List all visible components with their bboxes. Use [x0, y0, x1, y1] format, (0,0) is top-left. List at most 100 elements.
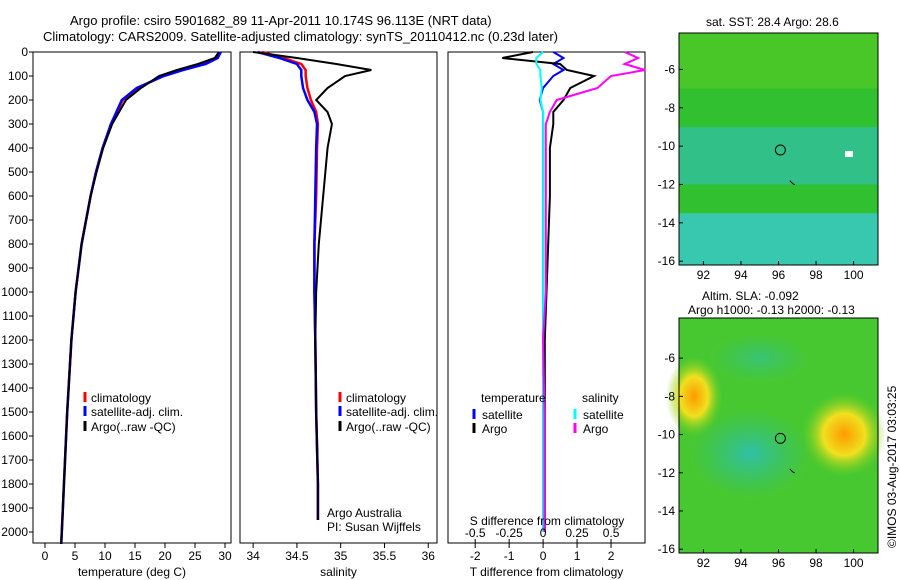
series-line-salinity-satellite [535, 51, 545, 532]
series-line-salinity-argo [542, 51, 646, 532]
panel-frame [32, 51, 232, 544]
map-cool-band [679, 126, 878, 185]
legend-label: Argo [482, 422, 508, 436]
map-cool-band [679, 213, 878, 265]
y-tick-label: -14 [658, 504, 676, 518]
profile-panel-2: 34 34.5 35 35.5 36 salinity climatologysatelli… [239, 50, 438, 579]
map-missing-data [845, 151, 853, 157]
x-tick-label: 5 [72, 549, 79, 563]
series-line-argo-raw-qc- [60, 51, 220, 545]
y-tick-label: 1000 [1, 285, 28, 299]
y-tick-label: 1800 [1, 477, 28, 491]
footer-timestamp: ©IMOS 03-Aug-2017 03:03:25 [885, 385, 899, 548]
map-warm-band [679, 33, 878, 89]
x-tick-label: 96 [772, 268, 786, 282]
x-tick-label: -2 [470, 549, 481, 563]
profile-panel-3: -2 -1 0 1 2 T difference from climatology -0.5… [447, 51, 646, 579]
x-tick-label: 35.5 [373, 549, 397, 563]
x-tick-label: 92 [697, 268, 711, 282]
x-axis-label: T difference from climatology [470, 565, 624, 579]
y-tick-label: -8 [664, 101, 675, 115]
map-1: 92 94 96 98 100 -6 -8 -10 -12 -14 -16 [658, 32, 879, 282]
y-tick-label: 1600 [1, 429, 28, 443]
y-tick-label: 1700 [1, 453, 28, 467]
map2-title-1: Altim. SLA: -0.092 [702, 289, 799, 303]
map-low-sla [709, 333, 810, 384]
y-tick-label: -6 [664, 351, 675, 365]
x2-axis-label: S difference from climatology [470, 514, 625, 528]
map-low-sla [690, 408, 811, 499]
x-tick-label: -1 [504, 549, 515, 563]
map1-title: sat. SST: 28.4 Argo: 28.6 [706, 15, 839, 29]
y-tick-label: -16 [658, 542, 676, 556]
y-tick-label: -14 [658, 216, 676, 230]
x-tick-label: 25 [188, 549, 202, 563]
y-tick-label: -10 [658, 428, 676, 442]
argo-position-marker [774, 144, 786, 156]
title-line-2: Climatology: CARS2009. Satellite-adjuste… [43, 29, 558, 44]
x-tick-label: 92 [697, 556, 711, 570]
x-tick-label: 2 [608, 549, 615, 563]
y-tick-label: 1300 [1, 357, 28, 371]
series-line-climatology [261, 50, 320, 520]
legend-label: satellite-adj. clim. [91, 405, 183, 419]
y-tick-label: 500 [8, 165, 28, 179]
y-tick-label: 300 [8, 117, 28, 131]
y-tick-label: -16 [658, 254, 676, 268]
x-tick-label: 34 [246, 549, 260, 563]
y-tick-label: 0 [21, 45, 28, 59]
series-line-satellite-adj-clim- [257, 50, 320, 520]
y-tick-label: 900 [8, 261, 28, 275]
x-tick-label: 35 [334, 549, 348, 563]
x-tick-label: 100 [844, 556, 864, 570]
x-tick-label: 1 [574, 549, 581, 563]
y-tick-label: 1900 [1, 501, 28, 515]
x2-tick-label: -0.25 [495, 526, 523, 540]
x-tick-label: 15 [128, 549, 142, 563]
y-tick-label: -12 [658, 177, 676, 191]
x-tick-label: 10 [98, 549, 112, 563]
x-tick-label: 96 [772, 556, 786, 570]
x-tick-label: 98 [809, 556, 823, 570]
title-line-1: Argo profile: csiro 5901682_89 11-Apr-20… [70, 13, 492, 28]
legend-title-salinity: salinity [582, 391, 619, 405]
x-tick-label: 100 [844, 268, 864, 282]
profile-panel-1: 0 5 10 15 20 25 30 temperature (deg C) 0 100 200 30… [1, 45, 232, 579]
x-tick-label: 30 [218, 549, 232, 563]
legend-title-temperature: temperature [481, 391, 546, 405]
legend-label: climatology [346, 391, 406, 405]
series-line-satellite-adj-clim- [59, 51, 222, 545]
legend-label: satellite [482, 408, 523, 422]
legend-label: Argo(..raw -QC) [346, 420, 431, 434]
x-axis-label: salinity [320, 565, 357, 579]
x2-tick-label: 0.5 [603, 526, 620, 540]
panel-frame [239, 51, 438, 544]
y-tick-label: 2000 [1, 525, 28, 539]
y-tick-label: 1400 [1, 381, 28, 395]
y-tick-label: 1500 [1, 405, 28, 419]
y-tick-label: 1100 [2, 309, 28, 323]
legend-label: satellite-adj. clim. [346, 405, 438, 419]
y-tick-label: 400 [8, 141, 28, 155]
y-tick-label: 800 [8, 237, 28, 251]
x2-tick-label: 0.25 [565, 526, 589, 540]
x-tick-label: 94 [734, 268, 748, 282]
x-tick-label: 94 [734, 556, 748, 570]
series-line-temperature-argo [502, 51, 598, 532]
y-tick-label: 100 [8, 69, 28, 83]
x-axis-label: temperature (deg C) [78, 565, 186, 579]
legend-label: satellite [583, 408, 624, 422]
y-tick-label: 700 [8, 213, 28, 227]
y-tick-label: 600 [8, 189, 28, 203]
panel-frame [447, 51, 646, 544]
legend-label: Argo [583, 422, 609, 436]
series-line-climatology [59, 51, 222, 545]
x-tick-label: 20 [158, 549, 172, 563]
argo-position-marker [774, 432, 786, 444]
x-tick-label: 0 [540, 549, 547, 563]
y-tick-label: 200 [8, 93, 28, 107]
y-tick-label: 1200 [1, 333, 28, 347]
legend-label: Argo(..raw -QC) [91, 420, 176, 434]
